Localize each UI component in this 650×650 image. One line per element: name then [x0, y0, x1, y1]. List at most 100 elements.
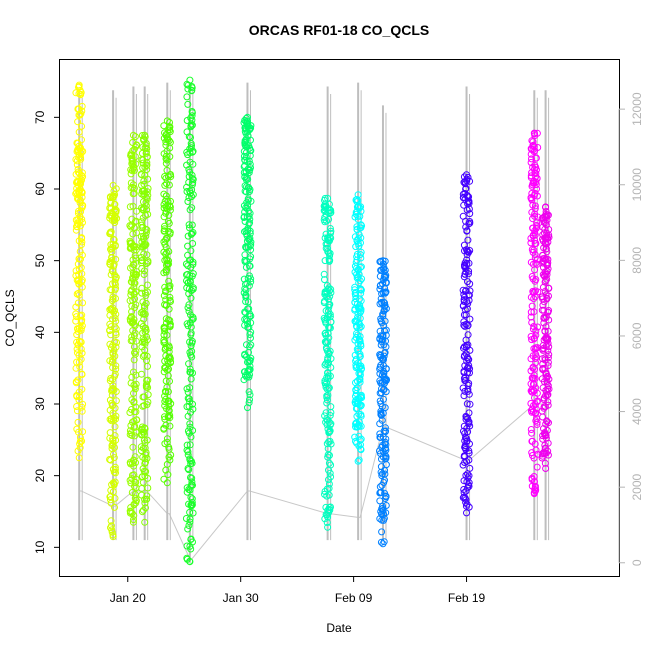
point-RF06	[186, 457, 194, 464]
point-RF09	[353, 404, 361, 412]
point-RF13	[538, 355, 546, 363]
point-RF06	[186, 319, 194, 327]
point-RF08	[325, 334, 333, 342]
point-RF04	[139, 310, 147, 318]
point-RF12	[533, 418, 541, 426]
point-RF11	[463, 413, 470, 421]
point-RF10	[381, 376, 389, 384]
point-RF07	[241, 351, 249, 359]
point-RF05	[166, 296, 174, 304]
point-RF06	[185, 522, 193, 529]
point-RF03	[129, 471, 136, 479]
point-RF03	[130, 516, 137, 524]
point-RF04	[142, 149, 150, 157]
point-RF05	[161, 346, 169, 353]
point-RF12	[527, 239, 535, 247]
point-RF04	[144, 175, 152, 183]
point-RF06	[188, 347, 196, 355]
point-RF10	[382, 493, 390, 501]
point-RF10	[376, 389, 384, 397]
point-RF09	[352, 437, 359, 445]
point-RF08	[324, 453, 332, 461]
point-RF10	[381, 424, 389, 432]
point-RF01	[73, 393, 81, 400]
point-RF05	[166, 203, 174, 211]
point-RF04	[137, 218, 145, 226]
point-RF11	[463, 175, 471, 183]
point-RF07	[246, 272, 253, 280]
point-RF06	[186, 149, 194, 157]
point-RF08	[327, 318, 335, 326]
point-RF13	[545, 419, 552, 427]
point-RF04	[137, 443, 145, 451]
point-RF03	[130, 163, 138, 171]
point-RF09	[357, 263, 365, 271]
point-RF07	[246, 331, 254, 338]
point-RF10	[380, 479, 388, 486]
point-RF03	[126, 507, 134, 515]
series-RF02	[106, 181, 121, 541]
point-RF07	[242, 280, 249, 288]
point-RF06	[186, 515, 194, 523]
point-RF11	[460, 489, 468, 497]
point-RF01	[73, 407, 81, 415]
point-RF03	[127, 244, 134, 251]
point-RF04	[137, 233, 145, 241]
point-RF08	[321, 338, 329, 346]
point-RF05	[164, 388, 172, 396]
point-RF11	[461, 322, 469, 330]
point-RF01	[75, 128, 83, 136]
point-RF11	[461, 430, 469, 437]
point-RF09	[356, 314, 364, 322]
point-RF03	[128, 313, 135, 321]
point-RF05	[167, 451, 175, 459]
point-RF04	[143, 251, 151, 259]
point-RF03	[130, 389, 137, 397]
point-RF06	[189, 481, 196, 489]
point-RF06	[187, 122, 195, 130]
point-RF04	[143, 352, 151, 360]
point-RF03	[131, 385, 139, 393]
point-RF06	[186, 558, 194, 566]
point-RF11	[463, 400, 471, 408]
point-RF04	[140, 177, 148, 185]
point-RF03	[131, 453, 139, 461]
point-RF01	[72, 364, 80, 372]
point-RF02	[108, 248, 116, 256]
point-RF10	[376, 300, 384, 308]
point-RF12	[530, 490, 538, 498]
point-RF05	[162, 421, 170, 429]
point-RF12	[533, 219, 541, 227]
point-RF12	[529, 275, 537, 283]
point-RF03	[132, 347, 140, 355]
point-RF13	[544, 259, 552, 267]
point-RF01	[75, 358, 83, 366]
point-RF01	[74, 325, 81, 333]
point-RF08	[324, 194, 332, 202]
point-RF09	[357, 224, 365, 232]
point-RF08	[323, 293, 331, 301]
point-RF13	[543, 418, 551, 426]
point-RF09	[351, 336, 359, 344]
point-RF13	[541, 459, 549, 467]
y2-tick-label: 4000	[630, 398, 644, 425]
point-RF07	[241, 308, 249, 316]
point-RF07	[244, 195, 252, 203]
point-RF04	[140, 271, 148, 278]
series-RF11	[459, 171, 474, 517]
point-RF07	[246, 124, 254, 132]
point-RF06	[185, 221, 193, 229]
point-RF09	[355, 270, 363, 278]
point-RF04	[141, 460, 149, 467]
point-RF13	[539, 345, 547, 353]
point-RF06	[187, 457, 195, 465]
point-RF02	[106, 340, 114, 348]
point-RF02	[109, 243, 116, 251]
point-RF09	[356, 212, 364, 220]
point-RF04	[139, 506, 147, 514]
point-RF10	[378, 528, 386, 536]
point-RF07	[244, 404, 251, 412]
point-RF02	[110, 262, 118, 270]
point-RF12	[530, 129, 538, 137]
point-RF07	[246, 396, 253, 404]
